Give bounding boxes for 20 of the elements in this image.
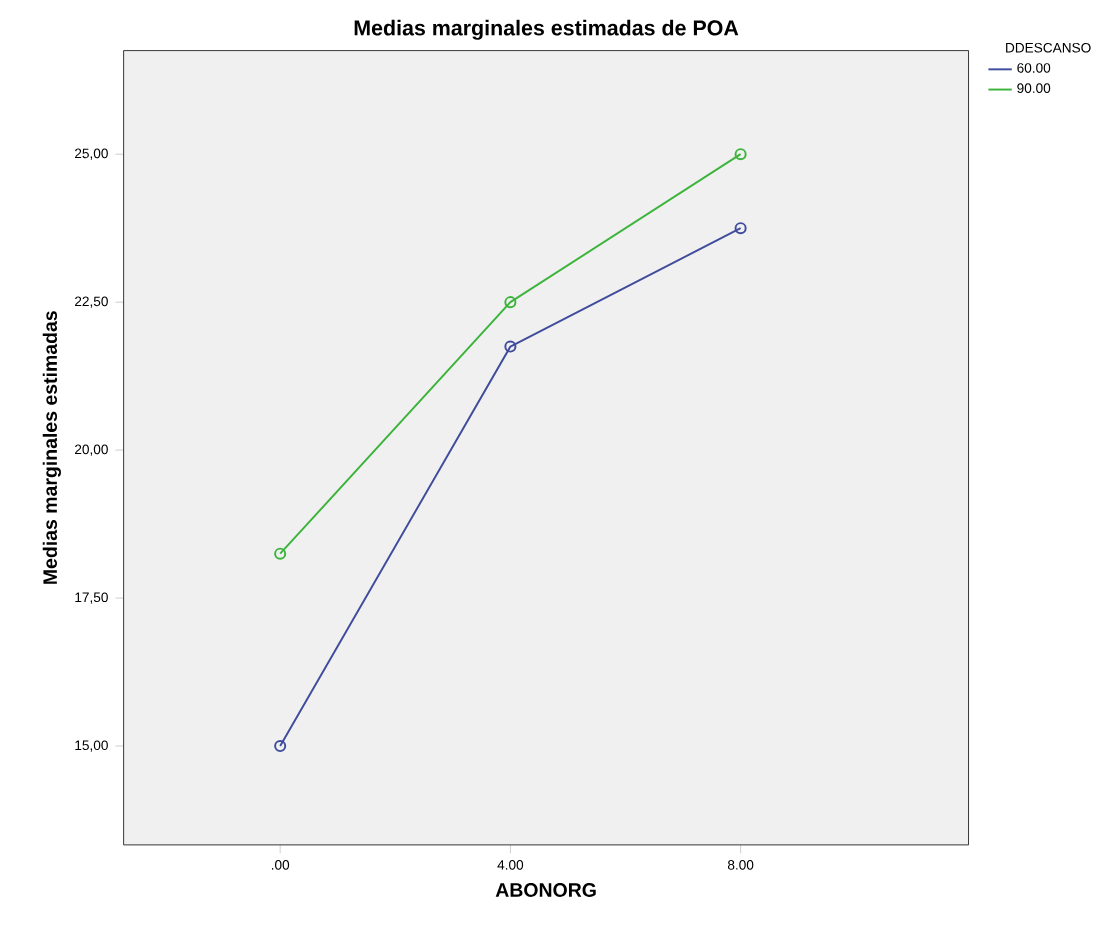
x-tick-label: 8.00 (727, 859, 754, 870)
point (734, 147, 747, 161)
legend-title: DDESCANSO (1006, 42, 1091, 53)
point (504, 295, 517, 308)
y-tick-label: 25,00 (75, 148, 108, 160)
legend-label: 60.00 (1017, 62, 1051, 73)
y-tick-label: 17,50 (75, 592, 108, 604)
legend-label: 90.00 (1017, 83, 1051, 93)
point (274, 739, 287, 752)
x-axis-title: ABONORG (495, 882, 596, 897)
y-tick-label: 20,00 (75, 444, 108, 456)
point (734, 221, 747, 234)
y-tick-label: 22,50 (75, 296, 108, 308)
point (504, 340, 517, 353)
x-tick-label: 4.00 (497, 859, 524, 870)
y-tick-label: 15,00 (75, 740, 108, 752)
point (274, 547, 287, 560)
chart-title: Medias marginales estimadas de POA (354, 19, 739, 40)
y-axis-title: Medias marginales estimadas (42, 310, 61, 584)
x-tick-label: .00 (271, 859, 290, 870)
